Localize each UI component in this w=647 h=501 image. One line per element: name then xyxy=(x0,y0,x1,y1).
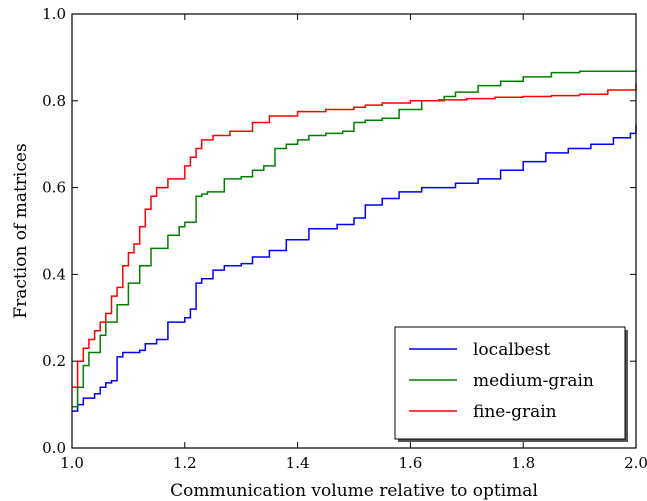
y-tick-label: 0.8 xyxy=(42,92,66,110)
y-tick-label: 1.0 xyxy=(42,5,66,23)
x-tick-label: 1.0 xyxy=(60,454,84,472)
y-tick-label: 0.4 xyxy=(42,265,66,283)
x-tick-label: 1.2 xyxy=(173,454,197,472)
tick-labels: 1.0 1.2 1.4 1.6 1.8 2.0 0.0 0.2 0.4 0.6 0.8 1.0 xyxy=(42,5,647,472)
x-tick-label: 1.6 xyxy=(398,454,422,472)
y-tick-label: 0.6 xyxy=(42,179,66,197)
series-line-medium-grain xyxy=(72,69,637,408)
legend-label-fine-grain: fine-grain xyxy=(473,402,557,422)
legend: localbest medium-grain fine-grain xyxy=(394,326,628,442)
x-axis-label: Communication volume relative to optimal xyxy=(170,481,538,501)
series-lines xyxy=(72,69,637,412)
y-tick-label: 0.2 xyxy=(42,352,66,370)
series-line-localbest xyxy=(72,124,637,412)
y-axis-label: Fraction of matrices xyxy=(11,143,31,318)
legend-label-localbest: localbest xyxy=(473,340,550,360)
plot-frame xyxy=(71,13,637,449)
axis-ticks xyxy=(71,13,637,449)
y-tick-label: 0.0 xyxy=(42,439,66,457)
series-line-fine-grain xyxy=(72,83,637,388)
x-tick-label: 2.0 xyxy=(624,454,647,472)
legend-label-medium-grain: medium-grain xyxy=(473,371,594,391)
x-tick-label: 1.8 xyxy=(511,454,535,472)
legend-box xyxy=(394,326,626,440)
x-tick-label: 1.4 xyxy=(286,454,310,472)
